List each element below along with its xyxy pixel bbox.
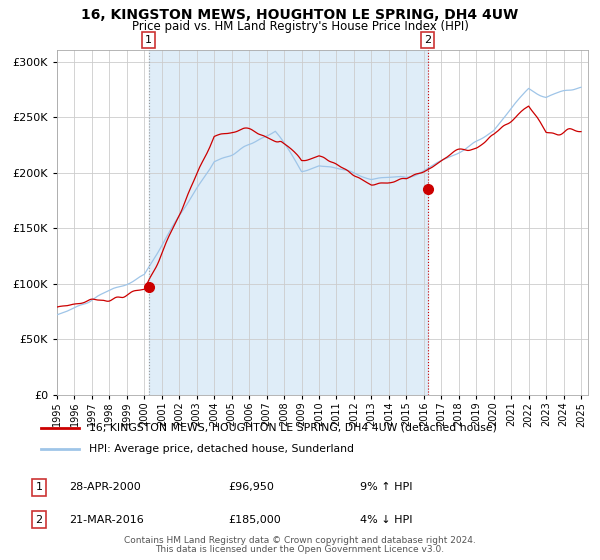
Text: Price paid vs. HM Land Registry's House Price Index (HPI): Price paid vs. HM Land Registry's House … — [131, 20, 469, 32]
Text: This data is licensed under the Open Government Licence v3.0.: This data is licensed under the Open Gov… — [155, 545, 445, 554]
Text: £185,000: £185,000 — [228, 515, 281, 525]
Bar — [149, 50, 428, 395]
Text: 2: 2 — [35, 515, 43, 525]
Text: 1: 1 — [145, 35, 152, 45]
Text: 2: 2 — [424, 35, 431, 45]
Text: 9% ↑ HPI: 9% ↑ HPI — [360, 482, 413, 492]
Text: 28-APR-2000: 28-APR-2000 — [69, 482, 141, 492]
Text: 21-MAR-2016: 21-MAR-2016 — [69, 515, 144, 525]
Text: 4% ↓ HPI: 4% ↓ HPI — [360, 515, 413, 525]
Text: HPI: Average price, detached house, Sunderland: HPI: Average price, detached house, Sund… — [89, 444, 355, 454]
Text: Contains HM Land Registry data © Crown copyright and database right 2024.: Contains HM Land Registry data © Crown c… — [124, 536, 476, 545]
Text: 16, KINGSTON MEWS, HOUGHTON LE SPRING, DH4 4UW: 16, KINGSTON MEWS, HOUGHTON LE SPRING, D… — [82, 8, 518, 22]
Text: 1: 1 — [35, 482, 43, 492]
Text: £96,950: £96,950 — [228, 482, 274, 492]
Text: 16, KINGSTON MEWS, HOUGHTON LE SPRING, DH4 4UW (detached house): 16, KINGSTON MEWS, HOUGHTON LE SPRING, D… — [89, 423, 497, 433]
